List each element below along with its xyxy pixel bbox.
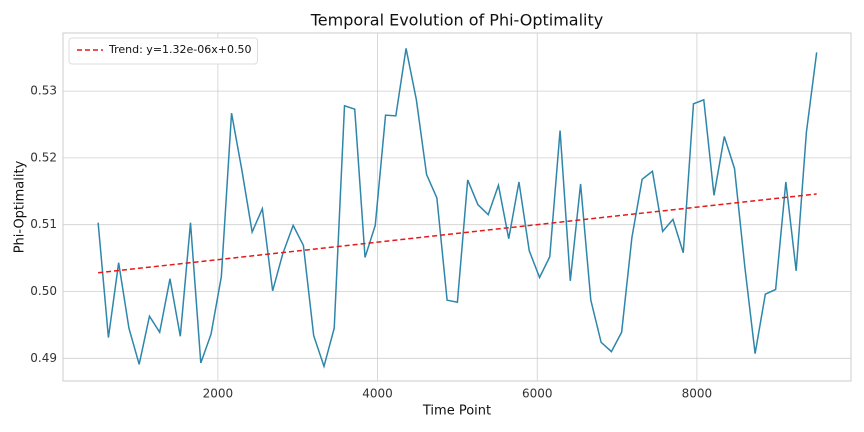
y-axis-label: Phi-Optimality [13, 160, 28, 253]
legend-box [68, 37, 258, 65]
y-tick-label: 0.53 [30, 84, 57, 98]
x-tick-label: 8000 [682, 387, 713, 401]
trend-line [98, 193, 817, 274]
y-tick-label: 0.49 [30, 351, 57, 365]
y-tick-label: 0.52 [30, 150, 57, 164]
x-tick-label: 4000 [362, 387, 393, 401]
chart-title: Temporal Evolution of Phi-Optimality [310, 11, 603, 30]
x-tick-label: 6000 [522, 387, 553, 401]
legend-label: Trend: y=1.32e-06x+0.50 [108, 43, 251, 56]
y-tick-label: 0.51 [30, 217, 57, 231]
y-tick-label: 0.50 [30, 284, 57, 298]
x-tick-label: 2000 [203, 387, 234, 401]
plot-frame [62, 32, 852, 382]
x-axis-label: Time Point [422, 404, 491, 419]
data-line [97, 48, 818, 369]
